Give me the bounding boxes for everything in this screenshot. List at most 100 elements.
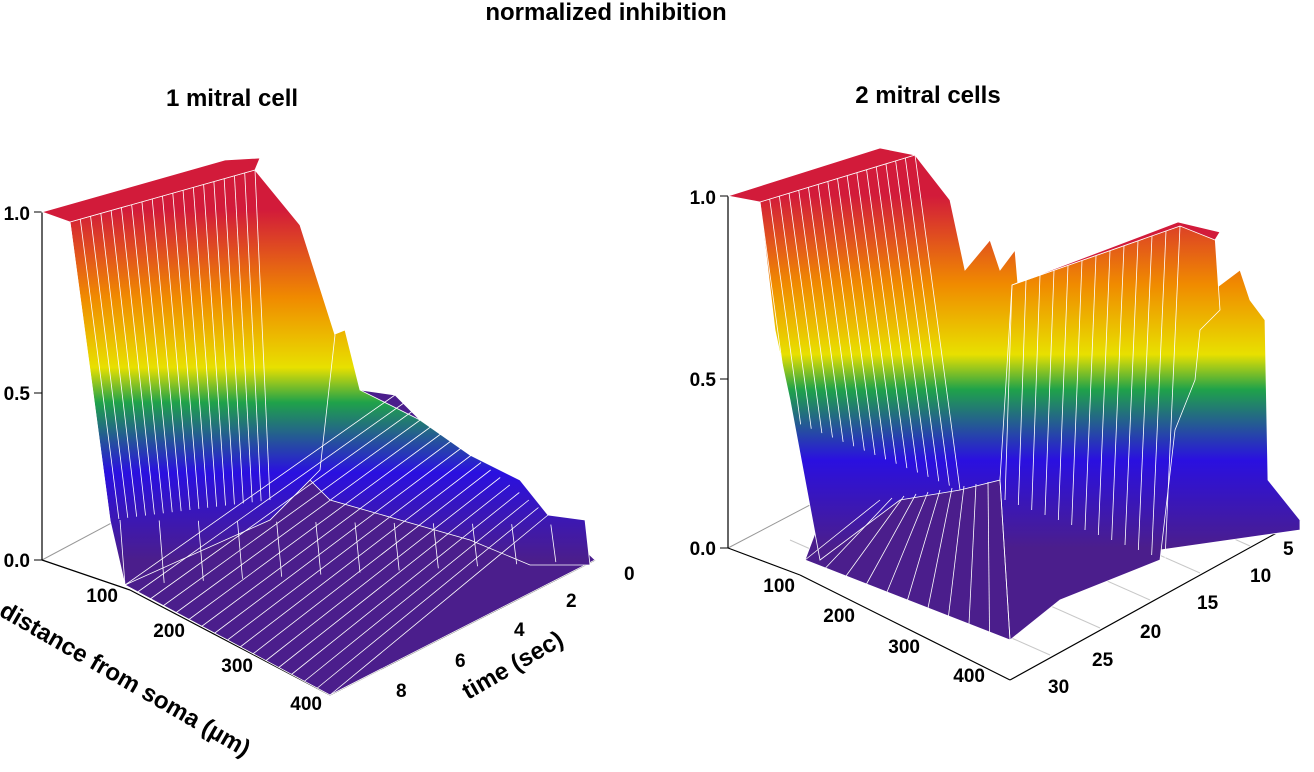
chart-1-time-label: time (sec) bbox=[458, 626, 569, 705]
chart-1-surface-plateau-top bbox=[40, 157, 261, 223]
chart-1-mesh-line bbox=[550, 524, 557, 563]
chart-1-mesh-line bbox=[254, 169, 271, 501]
chart-1-mesh-line bbox=[214, 447, 463, 634]
chart-2-floor-left-edge bbox=[727, 547, 801, 576]
chart-2-time-tick-0: 5 bbox=[1283, 539, 1294, 560]
chart-2-mesh-line bbox=[987, 481, 990, 633]
chart-2-mesh-line bbox=[759, 201, 791, 421]
chart-1-mesh-line bbox=[182, 190, 209, 508]
chart-2-mesh-line bbox=[948, 485, 965, 617]
chart-2-mesh-line bbox=[1071, 260, 1083, 526]
chart-2-mesh-line bbox=[846, 175, 887, 460]
chart-2-time-tick-3: 20 bbox=[1140, 622, 1161, 643]
chart-1-mesh-line bbox=[511, 524, 518, 565]
chart-2-mesh-line bbox=[1057, 265, 1069, 521]
chart-1-mesh-line bbox=[137, 402, 405, 593]
chart-1-time-tick-2: 4 bbox=[514, 620, 525, 641]
chart-1-mesh-line bbox=[278, 484, 510, 668]
chart-2-mesh-line bbox=[927, 487, 953, 609]
chart-1-mesh-line bbox=[276, 521, 283, 577]
chart-2-surface bbox=[727, 147, 1301, 641]
chart-2-time-tick-1: 10 bbox=[1250, 566, 1271, 587]
chart-2-distance-tick-0: 100 bbox=[763, 576, 795, 597]
figure-title: normalized inhibition bbox=[485, 0, 726, 26]
chart-1-mesh-line bbox=[432, 523, 439, 569]
chart-1-mesh-line bbox=[315, 522, 322, 575]
chart-1-mesh-line bbox=[227, 454, 472, 641]
chart-2-mesh-line bbox=[1164, 225, 1181, 561]
chart-1-z-tick-2: 1.0 bbox=[4, 204, 30, 225]
chart-2-time-tick-4: 25 bbox=[1092, 650, 1114, 671]
chart-2-mesh-line bbox=[1137, 235, 1153, 551]
chart-1-mesh-line bbox=[316, 507, 539, 689]
chart-2-mesh-line bbox=[1044, 270, 1055, 516]
chart-1-mesh-line bbox=[131, 204, 164, 514]
chart-1-title: 1 mitral cell bbox=[166, 85, 298, 112]
chart-2-z-tick-2: 1.0 bbox=[690, 188, 716, 209]
chart-2-mesh-line bbox=[808, 187, 844, 442]
chart-2-time-ticks: 5 10 15 20 25 30 bbox=[1048, 539, 1294, 698]
chart-1-z-tick-1: 0.5 bbox=[4, 384, 31, 405]
chart-1-mesh-line bbox=[141, 201, 173, 513]
chart-2-mitral-cells: 2 mitral cells 0.0 0.5 1.0 100 200 300 4… bbox=[690, 82, 1301, 698]
chart-1-mesh-line bbox=[589, 524, 596, 561]
chart-1-distance-tick-3: 400 bbox=[290, 694, 322, 715]
chart-2-time-axis bbox=[1009, 519, 1301, 681]
chart-1-mesh-line bbox=[150, 409, 415, 600]
chart-2-mesh bbox=[759, 154, 1181, 641]
chart-1-distance-tick-2: 300 bbox=[221, 656, 253, 677]
chart-2-mesh-line bbox=[907, 489, 941, 601]
chart-2-mesh-line bbox=[769, 199, 802, 425]
chart-2-mesh-line bbox=[837, 178, 876, 456]
chart-1-z-ticks: 0.0 0.5 1.0 bbox=[4, 204, 42, 572]
chart-2-z-tick-0: 0.0 bbox=[690, 539, 716, 560]
chart-1-mesh-line bbox=[265, 477, 501, 661]
chart-1-mesh-line bbox=[79, 219, 120, 519]
chart-1-distance-ticks: 100 200 300 400 bbox=[86, 586, 322, 715]
chart-1-mesh-line bbox=[120, 207, 155, 515]
chart-1-mesh-line bbox=[172, 193, 200, 509]
chart-2-time-tick-2: 15 bbox=[1197, 593, 1219, 614]
chart-1-mesh-line bbox=[158, 520, 165, 583]
chart-2-mesh-line bbox=[875, 166, 918, 473]
chart-1-mitral-cell: 1 mitral cell 0.0 0.5 1.0 100 200 300 40… bbox=[0, 85, 635, 762]
chart-1-mesh-line bbox=[244, 172, 262, 502]
chart-1-mesh-line bbox=[291, 492, 520, 675]
chart-2-mesh-line bbox=[895, 160, 940, 482]
chart-1-mesh-line bbox=[201, 439, 453, 627]
chart-2-mesh-line bbox=[968, 483, 977, 625]
chart-2-distance-tick-1: 200 bbox=[823, 606, 855, 627]
chart-2-mesh-line bbox=[904, 157, 950, 486]
chart-2-mesh-line bbox=[1004, 284, 1013, 501]
chart-2-mesh-line bbox=[778, 196, 812, 429]
chart-1-mesh-line bbox=[234, 175, 253, 503]
chart-2-mesh-line bbox=[1124, 240, 1139, 546]
chart-1-mesh-line bbox=[100, 213, 138, 517]
chart-1-mesh-line bbox=[304, 499, 530, 682]
chart-2-mesh-line bbox=[866, 169, 908, 469]
chart-1-mesh-line bbox=[223, 178, 244, 504]
chart-1-time-tick-4: 8 bbox=[396, 681, 407, 702]
chart-2-mesh-line bbox=[845, 495, 905, 577]
chart-2-mesh-line bbox=[886, 491, 929, 593]
chart-1-mesh-line bbox=[197, 520, 204, 581]
chart-1-mesh-line bbox=[162, 195, 191, 511]
chart-1-mesh-line bbox=[110, 210, 146, 516]
chart-2-z-tick-1: 0.5 bbox=[690, 370, 717, 391]
chart-2-mesh-line bbox=[827, 181, 865, 451]
chart-2-mesh-line bbox=[1031, 275, 1041, 511]
chart-2-mesh-line bbox=[1151, 230, 1167, 556]
chart-2-distance-axis bbox=[799, 574, 1011, 681]
chart-1-mesh-line bbox=[163, 417, 424, 606]
chart-2-mesh-line bbox=[914, 154, 961, 491]
chart-1-mesh-line bbox=[393, 522, 400, 571]
chart-1-mesh-line bbox=[329, 514, 549, 696]
chart-2-distance-tick-3: 400 bbox=[953, 666, 985, 687]
chart-1-mesh-line bbox=[69, 221, 111, 521]
chart-2-mesh-line bbox=[817, 184, 855, 447]
chart-2-mesh-line bbox=[1111, 245, 1125, 541]
chart-1-mesh-line bbox=[472, 523, 478, 567]
chart-2-title: 2 mitral cells bbox=[855, 82, 1000, 109]
chart-1-mesh-line bbox=[354, 522, 361, 573]
